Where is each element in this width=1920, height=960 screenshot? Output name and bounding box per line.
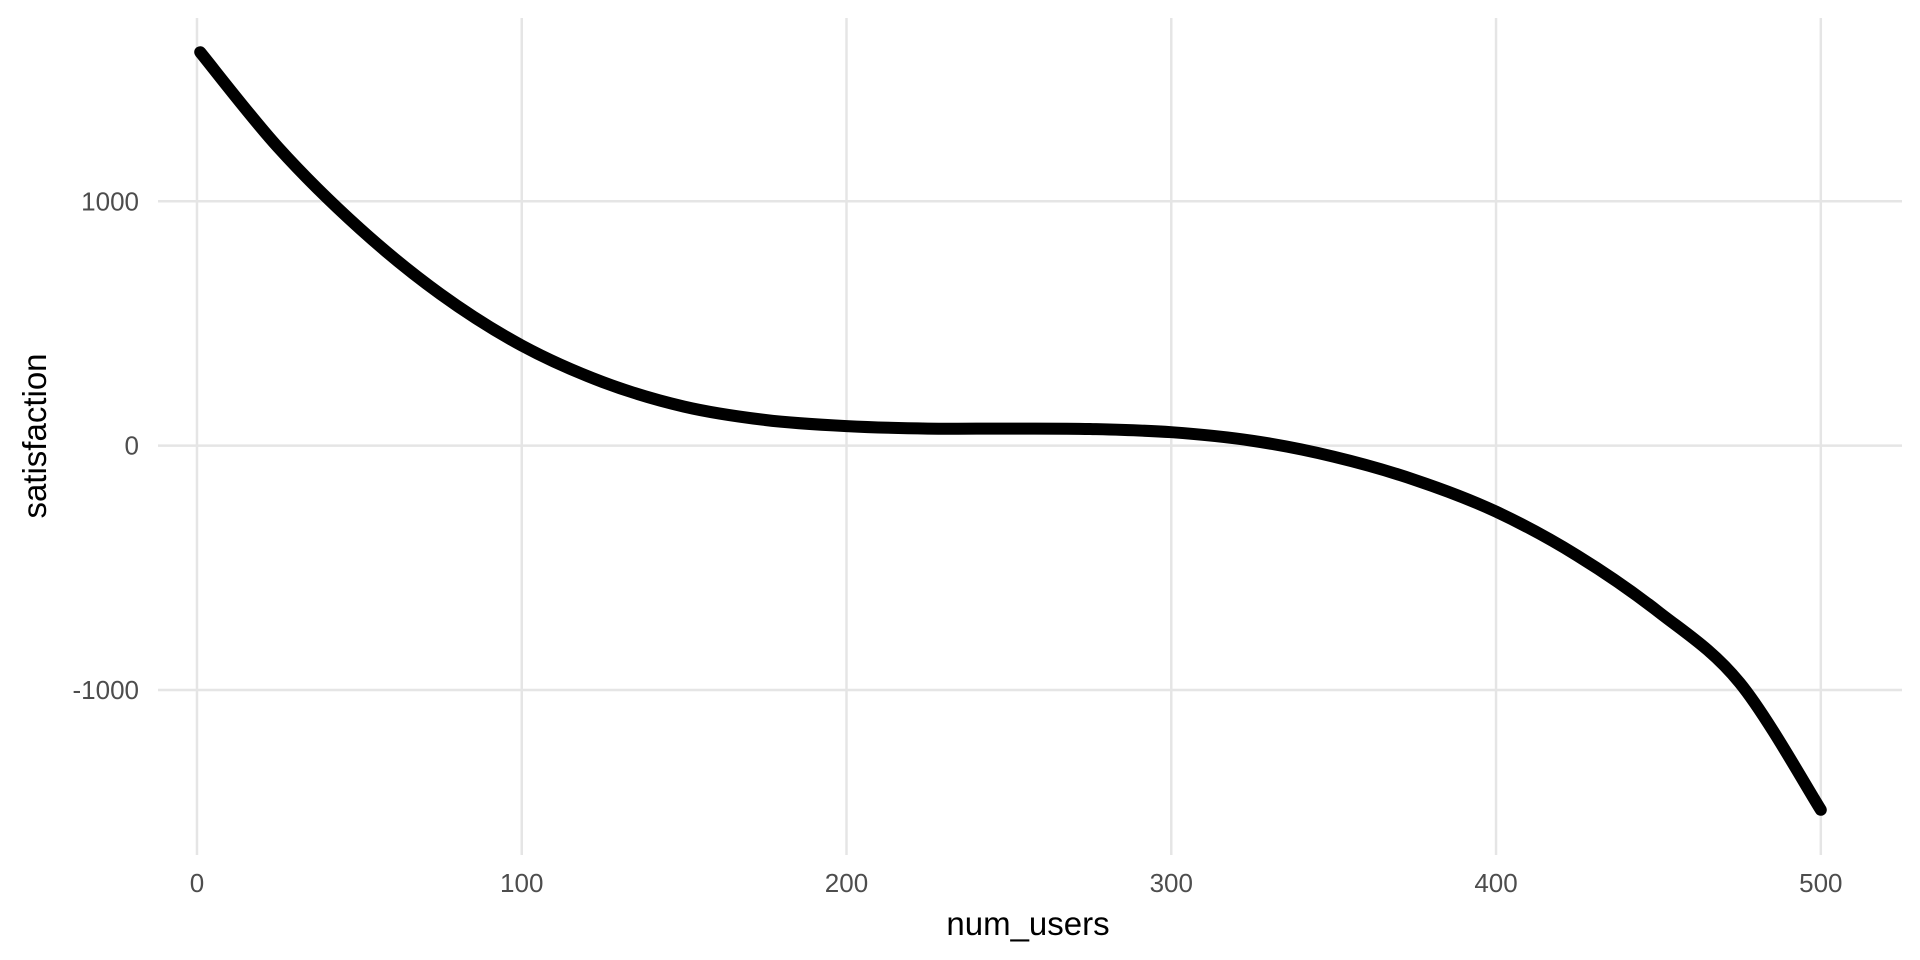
y-axis-ticks: -1000 0 1000 — [73, 186, 140, 705]
x-tick-label: 300 — [1150, 868, 1193, 898]
x-tick-label: 0 — [190, 868, 204, 898]
y-tick-label: 1000 — [81, 186, 139, 216]
x-tick-label: 400 — [1474, 868, 1517, 898]
x-axis-title: num_users — [946, 905, 1109, 942]
gridlines — [158, 18, 1902, 855]
y-tick-label: -1000 — [73, 675, 140, 705]
y-axis-title: satisfaction — [16, 353, 53, 518]
series-layer — [194, 46, 1827, 816]
x-tick-label: 500 — [1799, 868, 1842, 898]
x-tick-label: 200 — [825, 868, 868, 898]
x-tick-label: 100 — [500, 868, 543, 898]
x-axis-ticks: 0 100 200 300 400 500 — [190, 868, 1843, 898]
series-line-satisfaction — [194, 46, 1827, 816]
y-tick-label: 0 — [125, 431, 139, 461]
